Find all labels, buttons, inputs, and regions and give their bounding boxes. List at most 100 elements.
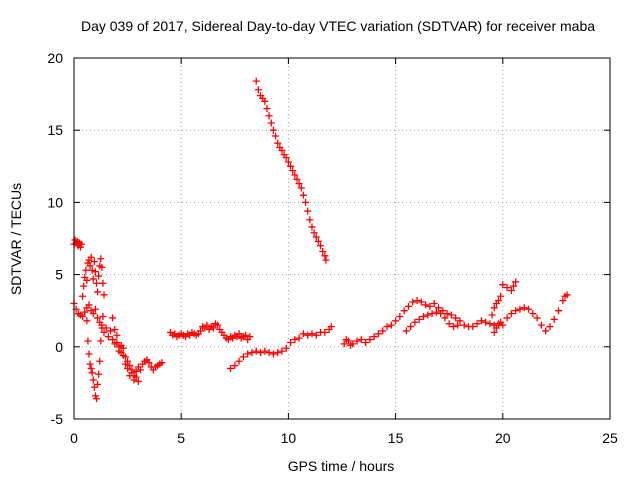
data-point [366,336,374,344]
data-point [490,304,498,312]
data-point [282,154,290,162]
data-point [119,351,127,359]
data-point [113,338,121,346]
data-points [70,77,571,403]
data-point [417,298,425,306]
data-point [402,327,410,335]
data-point [82,266,90,274]
data-point [295,180,303,188]
data-point [542,327,550,335]
data-point [78,240,86,248]
data-point [88,369,96,377]
data-point [227,364,235,372]
y-axis-label: SDTVAR / TECUs [8,183,24,295]
data-point [312,233,320,241]
data-point [449,323,457,331]
data-point [370,333,378,341]
data-point [84,337,92,345]
data-point [158,359,166,367]
data-point [409,298,417,306]
data-point [100,291,108,299]
data-point [231,362,239,370]
data-point [97,255,105,263]
data-point [252,77,260,85]
x-axis-label: GPS time / hours [288,458,395,474]
y-tick-label: 20 [47,50,63,66]
data-point [261,347,269,355]
data-point [265,112,273,120]
data-point [299,191,307,199]
data-point [269,126,277,134]
data-point [322,256,330,264]
data-point [95,272,103,280]
data-point [145,359,153,367]
data-point [312,331,320,339]
series-seg-g [227,323,335,372]
data-point [136,366,144,374]
data-point [503,284,511,292]
data-point [321,252,329,260]
data-point [267,119,275,127]
data-point [291,336,299,344]
data-point [99,312,107,320]
data-point [106,327,114,335]
data-point [304,207,312,215]
data-point [428,310,436,318]
data-point [304,331,312,339]
data-point [447,311,455,319]
data-point [121,360,129,368]
y-tick-label: 15 [47,122,63,138]
data-point [99,279,107,287]
data-point [434,304,442,312]
data-point [555,307,563,315]
x-tick-label: 25 [602,430,618,446]
data-point [239,353,247,361]
data-point [308,330,316,338]
data-point [529,310,537,318]
data-point [340,340,348,348]
data-point [362,338,370,346]
data-point [297,184,305,192]
data-point [89,376,97,384]
data-point [314,237,322,245]
data-point [274,139,282,147]
data-point [124,364,132,372]
data-point [287,338,295,346]
data-point [525,305,533,313]
data-point [507,310,515,318]
data-point [426,302,434,310]
data-point [473,320,481,328]
data-point [134,377,142,385]
data-point [252,347,260,355]
data-point [91,305,99,313]
data-point [327,323,335,331]
data-point [98,324,106,332]
axis-ticks: 0 5 10 15 20 25 -5 0 5 10 15 20 [47,50,618,446]
data-point [113,331,121,339]
x-tick-label: 20 [495,430,511,446]
data-point [287,162,295,170]
chart-title: Day 039 of 2017, Sidereal Day-to-day VTE… [81,18,595,34]
data-point [81,308,89,316]
data-point [422,301,430,309]
data-point [293,175,301,183]
data-point [128,369,136,377]
data-point [400,307,408,315]
data-point [441,314,449,322]
data-point [282,344,290,352]
data-point [387,321,395,329]
data-point [477,317,485,325]
x-tick-label: 10 [281,430,297,446]
data-point [503,314,511,322]
data-point [460,321,468,329]
data-point [295,334,303,342]
data-point [456,317,464,325]
data-point [497,292,505,300]
data-point [209,324,217,332]
data-point [510,282,518,290]
data-point [321,328,329,336]
data-point [308,223,316,231]
data-point [203,321,211,329]
data-point [109,336,117,344]
data-point [278,347,286,355]
